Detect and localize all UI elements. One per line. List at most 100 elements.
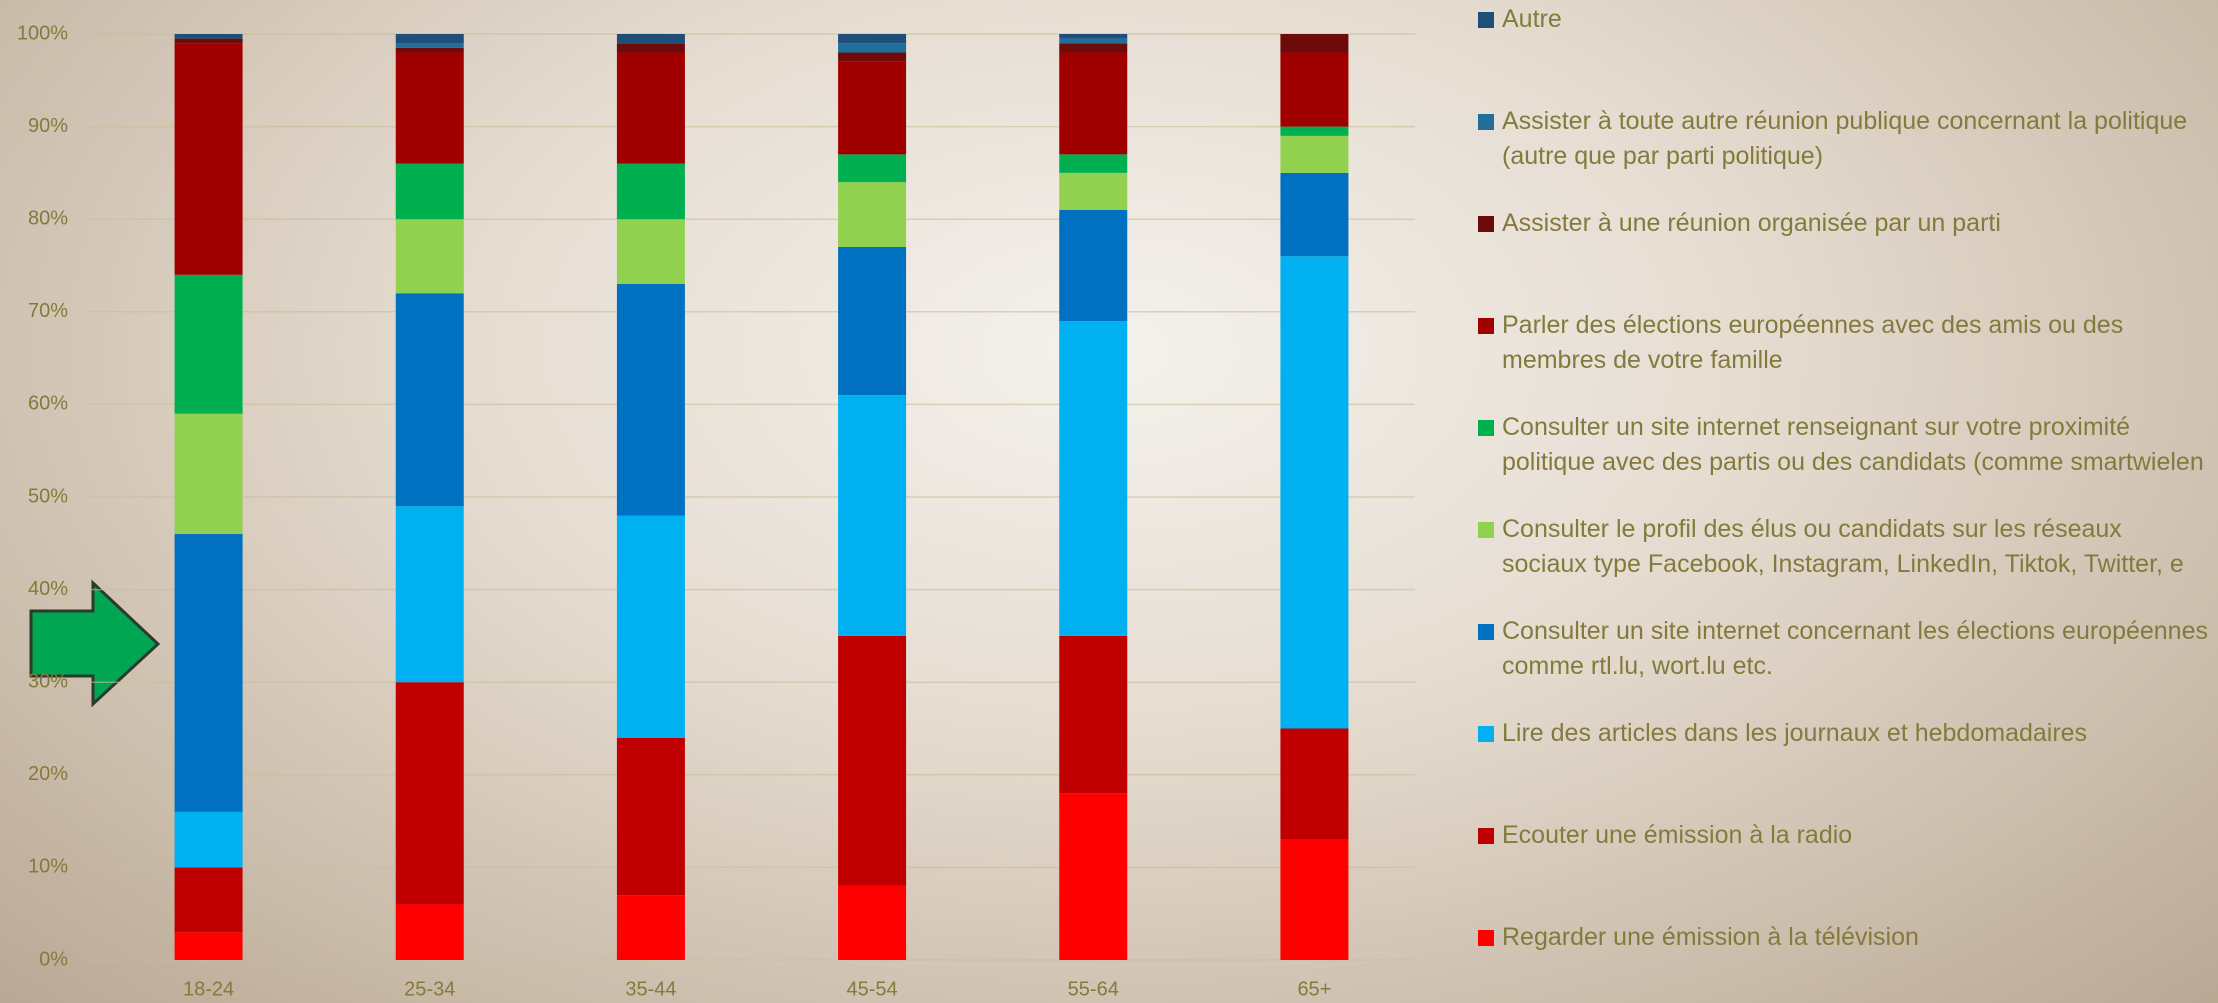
bar-segment (395, 506, 464, 683)
legend-swatch (1478, 420, 1494, 436)
y-tick-label: 60% (28, 393, 68, 415)
bar-segment (1059, 38, 1128, 44)
bar-segment (174, 34, 243, 39)
bar-segment (838, 395, 907, 636)
legend-swatch (1478, 522, 1494, 538)
bar-segment (616, 43, 685, 53)
legend-item: Consulter un site internet renseignant s… (1478, 410, 2208, 480)
bar-segment (395, 219, 464, 294)
bar-segment (838, 182, 907, 247)
bar-segment (174, 534, 243, 812)
y-tick-label: 70% (28, 300, 68, 322)
bar-segment (616, 219, 685, 285)
bar-segment (616, 52, 685, 164)
bar-segment (174, 932, 243, 960)
legend-swatch (1478, 624, 1494, 640)
bar-segment (838, 52, 907, 62)
legend-swatch (1478, 114, 1494, 130)
legend-label: Regarder une émission à la télévision (1502, 923, 1919, 951)
bar-segment (1280, 52, 1349, 127)
bar-segment (395, 43, 464, 48)
bar-segment (1280, 256, 1349, 729)
bar-segment (1280, 839, 1349, 960)
legend-label: Consulter le profil des élus ou candidat… (1502, 515, 2184, 578)
bar-segment (395, 904, 464, 960)
bar-segment (395, 682, 464, 905)
legend-swatch (1478, 726, 1494, 742)
legend-label: Parler des élections européennes avec de… (1502, 311, 2124, 374)
bar-segment (1059, 793, 1128, 960)
bar-segment (395, 34, 464, 44)
y-tick-label: 10% (28, 856, 68, 878)
bar-segment (174, 274, 243, 414)
legend-item: Autre (1478, 2, 2208, 37)
y-tick-label: 20% (28, 763, 68, 785)
x-tick-label: 65+ (1297, 978, 1331, 1000)
bar-segment (1059, 172, 1128, 210)
bar-segment (838, 246, 907, 396)
y-tick-label: 0% (39, 948, 68, 970)
bar-segment (1059, 321, 1128, 636)
bar-segment (395, 163, 464, 220)
bar-segment (395, 52, 464, 164)
bar-segment (395, 293, 464, 507)
bar-segment (174, 413, 243, 535)
bar-segment (174, 811, 243, 868)
bar-segment (616, 737, 685, 896)
bar-segment (838, 885, 907, 960)
y-tick-label: 80% (28, 207, 68, 229)
bar-segment (616, 515, 685, 738)
bar-segment (616, 895, 685, 960)
legend-swatch (1478, 216, 1494, 232)
y-tick-label: 50% (28, 485, 68, 507)
y-tick-label: 30% (28, 670, 68, 692)
bar-segment (174, 867, 243, 933)
bar-segment (616, 284, 685, 516)
legend-item: Assister à toute autre réunion publique … (1478, 104, 2208, 174)
bar-segment (395, 47, 464, 53)
x-tick-label: 18-24 (183, 978, 234, 1000)
bar-segment (616, 163, 685, 220)
bar-segment (1059, 154, 1128, 173)
bar-segment (838, 154, 907, 183)
y-tick-label: 100% (17, 22, 68, 44)
legend-item: Lire des articles dans les journaux et h… (1478, 716, 2208, 751)
bar-segment (1280, 135, 1349, 173)
x-tick-label: 35-44 (625, 978, 676, 1000)
legend-swatch (1478, 12, 1494, 28)
legend-label: Ecouter une émission à la radio (1502, 821, 1853, 849)
bar-segment (1059, 43, 1128, 53)
bar-segment (616, 34, 685, 44)
bar-segment (1059, 34, 1128, 39)
legend-label: Assister à toute autre réunion publique … (1502, 107, 2188, 170)
bar-segment (1059, 209, 1128, 322)
bar-segment (838, 34, 907, 44)
legend-label: Consulter un site internet concernant le… (1502, 617, 2208, 680)
bar-segment (838, 43, 907, 53)
bar-segment (174, 38, 243, 44)
arrow (29, 579, 161, 708)
y-tick-label: 40% (28, 578, 68, 600)
bar-segment (1280, 172, 1349, 257)
legend-item: Consulter le profil des élus ou candidat… (1478, 512, 2208, 582)
bar-segment (838, 61, 907, 155)
bar-segment (1280, 34, 1349, 53)
legend-swatch (1478, 930, 1494, 946)
bar-segment (1059, 52, 1128, 155)
legend-item: Regarder une émission à la télévision (1478, 920, 2208, 955)
legend-item: Assister à une réunion organisée par un … (1478, 206, 2208, 241)
y-tick-label: 90% (28, 115, 68, 137)
legend-swatch (1478, 828, 1494, 844)
legend-label: Consulter un site internet renseignant s… (1502, 413, 2204, 476)
x-tick-label: 45-54 (847, 978, 898, 1000)
bar-segment (1280, 126, 1349, 136)
legend-item: Parler des élections européennes avec de… (1478, 308, 2208, 378)
bar-segment (1059, 635, 1128, 794)
legend-label: Lire des articles dans les journaux et h… (1502, 719, 2088, 747)
bar-segment (174, 43, 243, 275)
legend-swatch (1478, 318, 1494, 334)
bar-segment (1280, 728, 1349, 840)
legend-item: Ecouter une émission à la radio (1478, 818, 2208, 853)
